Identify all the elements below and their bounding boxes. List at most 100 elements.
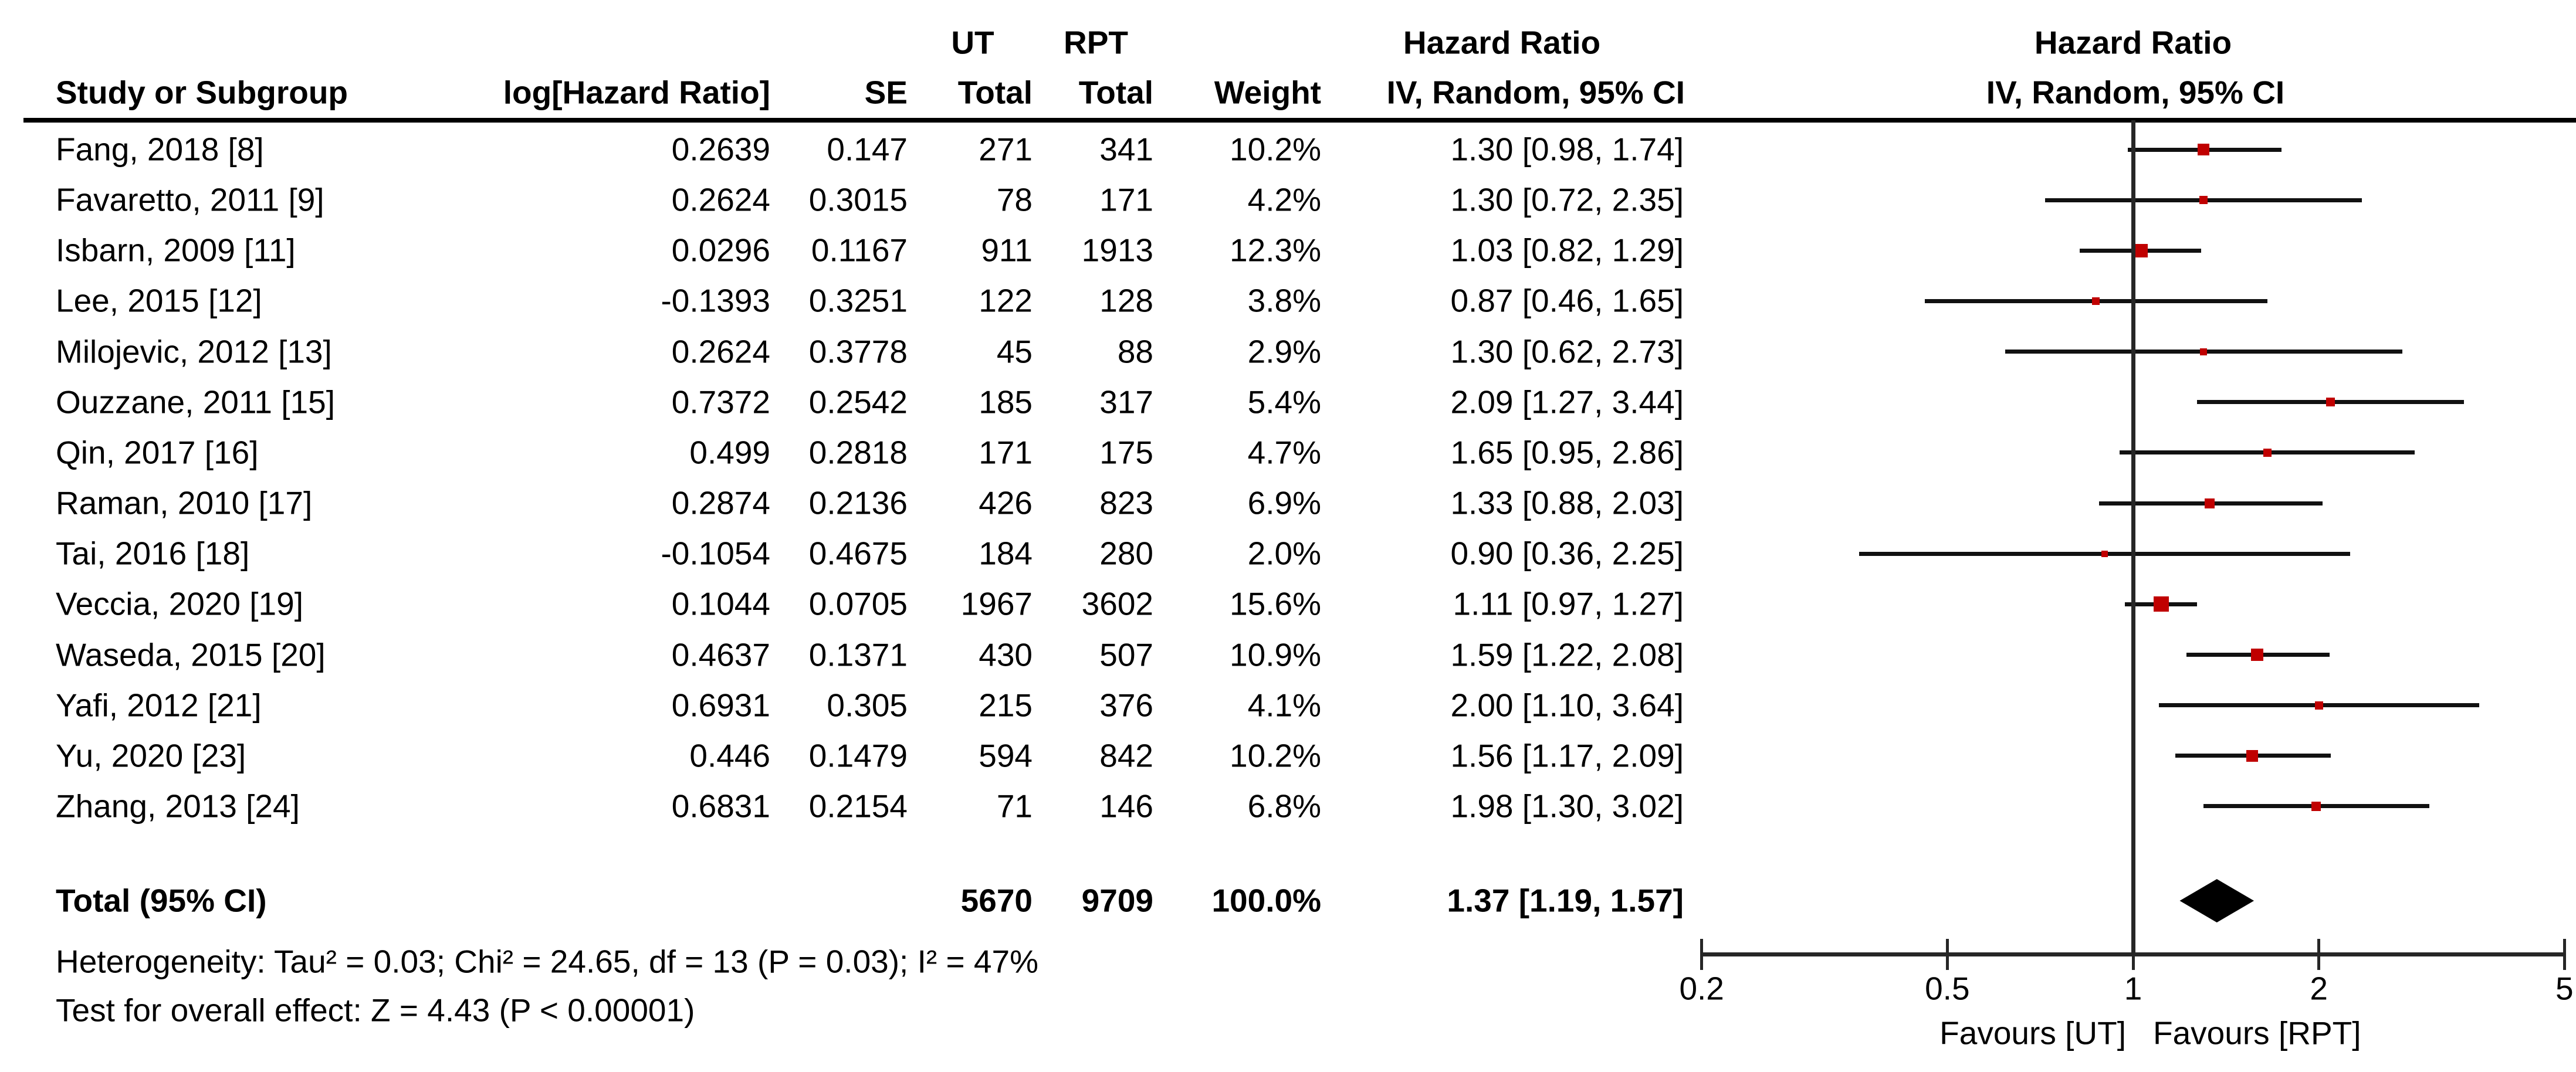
log-hr-value: -0.1054 xyxy=(661,535,770,572)
se-value: 0.4675 xyxy=(808,535,908,572)
effect-marker xyxy=(2197,144,2209,155)
log-hr-value: 0.2624 xyxy=(671,333,770,370)
study-name: Favaretto, 2011 [9] xyxy=(56,181,324,218)
weight-value: 15.6% xyxy=(1230,585,1321,622)
weight-value: 3.8% xyxy=(1247,282,1321,319)
weight-value: 6.8% xyxy=(1247,788,1321,825)
hr-ci-value: 1.65 [0.95, 2.86] xyxy=(1450,434,1684,471)
rpt-total-value: 171 xyxy=(1099,181,1153,218)
study-name: Raman, 2010 [17] xyxy=(56,484,313,521)
axis-tick-label: 0.5 xyxy=(1925,970,1970,1007)
rpt-total-value: 88 xyxy=(1117,333,1153,370)
se-value: 0.1479 xyxy=(808,737,908,774)
effect-marker xyxy=(2246,749,2259,762)
rpt-total-value: 1913 xyxy=(1081,232,1153,269)
column-header-weight: Weight xyxy=(1214,74,1321,111)
weight-value: 10.2% xyxy=(1230,737,1321,774)
axis-tick-label: 1 xyxy=(2124,970,2142,1007)
study-name: Yu, 2020 [23] xyxy=(56,737,246,774)
se-value: 0.2154 xyxy=(808,788,908,825)
total-weight-value: 100.0% xyxy=(1211,882,1321,919)
hr-ci-value: 0.87 [0.46, 1.65] xyxy=(1450,282,1684,319)
ut-total-value: 71 xyxy=(996,788,1033,825)
axis-tick xyxy=(2131,939,2135,970)
effect-marker xyxy=(2199,348,2207,355)
no-effect-line xyxy=(2131,120,2135,956)
ut-total-value: 215 xyxy=(979,687,1033,724)
hr-ci-value: 1.30 [0.98, 1.74] xyxy=(1450,131,1684,168)
rpt-total-value: 3602 xyxy=(1081,585,1153,622)
effect-marker xyxy=(2153,596,2169,612)
study-name: Zhang, 2013 [24] xyxy=(56,788,300,825)
column-header-rpt-total: Total xyxy=(1078,74,1153,111)
rpt-total-value: 823 xyxy=(1099,484,1153,521)
effect-marker xyxy=(2199,196,2208,205)
effect-marker xyxy=(2263,448,2272,457)
axis-tick xyxy=(2317,939,2321,970)
log-hr-value: 0.446 xyxy=(689,737,770,774)
log-hr-value: 0.2624 xyxy=(671,181,770,218)
log-hr-value: 0.1044 xyxy=(671,585,770,622)
effect-marker xyxy=(2314,701,2323,710)
rpt-total-value: 317 xyxy=(1099,384,1153,420)
ut-total-value: 171 xyxy=(979,434,1033,471)
effect-marker xyxy=(2311,801,2321,811)
rpt-total-value: 842 xyxy=(1099,737,1153,774)
log-hr-value: 0.0296 xyxy=(671,232,770,269)
favours-right-label: Favours [RPT] xyxy=(2153,1015,2361,1051)
hr-ci-value: 1.30 [0.62, 2.73] xyxy=(1450,333,1684,370)
hr-ci-value: 1.33 [0.88, 2.03] xyxy=(1450,484,1684,521)
ut-total-value: 45 xyxy=(996,333,1033,370)
rpt-total-value: 376 xyxy=(1099,687,1153,724)
log-hr-value: 0.2639 xyxy=(671,131,770,168)
hr-ci-value: 2.09 [1.27, 3.44] xyxy=(1450,384,1684,420)
se-value: 0.1371 xyxy=(808,636,908,673)
log-hr-value: 0.7372 xyxy=(671,384,770,420)
axis-tick xyxy=(2563,939,2566,970)
log-hr-value: 0.6831 xyxy=(671,788,770,825)
effect-marker xyxy=(2251,649,2264,661)
effect-marker xyxy=(2204,498,2215,508)
study-name: Isbarn, 2009 [11] xyxy=(56,232,296,269)
axis-tick-label: 5 xyxy=(2555,970,2574,1007)
hr-ci-value: 1.11 [0.97, 1.27] xyxy=(1453,585,1684,622)
se-value: 0.0705 xyxy=(808,585,908,622)
total-rpt-value: 9709 xyxy=(1081,882,1153,919)
weight-value: 10.9% xyxy=(1230,636,1321,673)
ut-total-value: 426 xyxy=(979,484,1033,521)
plot-header-method: IV, Random, 95% CI xyxy=(1986,74,2285,111)
column-header-study: Study or Subgroup xyxy=(56,74,348,111)
se-value: 0.3778 xyxy=(808,333,908,370)
ut-total-value: 122 xyxy=(979,282,1033,319)
column-header-hazard-ratio: Hazard Ratio xyxy=(1403,24,1601,61)
effect-marker xyxy=(2134,243,2148,257)
hr-ci-value: 1.59 [1.22, 2.08] xyxy=(1450,636,1684,673)
effect-marker xyxy=(2326,398,2335,407)
ut-total-value: 1967 xyxy=(960,585,1033,622)
ut-total-value: 185 xyxy=(979,384,1033,420)
study-name: Fang, 2018 [8] xyxy=(56,131,264,168)
hr-ci-value: 1.30 [0.72, 2.35] xyxy=(1450,181,1684,218)
log-hr-value: 0.2874 xyxy=(671,484,770,521)
header-rule xyxy=(23,118,2576,123)
rpt-total-value: 146 xyxy=(1099,788,1153,825)
hr-ci-value: 0.90 [0.36, 2.25] xyxy=(1450,535,1684,572)
se-value: 0.3015 xyxy=(808,181,908,218)
ut-total-value: 271 xyxy=(979,131,1033,168)
study-name: Qin, 2017 [16] xyxy=(56,434,259,471)
weight-value: 2.9% xyxy=(1247,333,1321,370)
weight-value: 4.7% xyxy=(1247,434,1321,471)
se-value: 0.147 xyxy=(827,131,908,168)
weight-value: 4.2% xyxy=(1247,181,1321,218)
total-ut-value: 5670 xyxy=(960,882,1033,919)
total-label: Total (95% CI) xyxy=(56,882,267,919)
study-name: Ouzzane, 2011 [15] xyxy=(56,384,335,420)
favours-left-label: Favours [UT] xyxy=(1939,1015,2126,1051)
log-hr-value: 0.499 xyxy=(689,434,770,471)
weight-value: 2.0% xyxy=(1247,535,1321,572)
log-hr-value: 0.6931 xyxy=(671,687,770,724)
column-header-ut-total: Total xyxy=(957,74,1033,111)
se-value: 0.2542 xyxy=(808,384,908,420)
ut-total-value: 184 xyxy=(979,535,1033,572)
se-value: 0.305 xyxy=(827,687,908,724)
